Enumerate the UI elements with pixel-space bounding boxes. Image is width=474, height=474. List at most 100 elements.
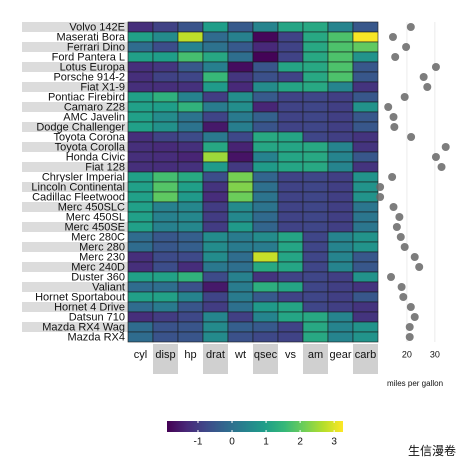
row-stripe	[22, 302, 128, 312]
heatmap-cell	[127, 61, 154, 73]
heatmap-cell	[302, 211, 329, 223]
row-label: Toyota Corona	[53, 131, 125, 143]
heatmap-cell	[227, 141, 254, 153]
heatmap-cell	[152, 71, 179, 83]
heatmap-cell	[277, 101, 304, 113]
heatmap-cell	[352, 301, 379, 313]
heatmap-cell	[252, 151, 279, 163]
heatmap-cell	[352, 201, 379, 213]
heatmap-cell	[327, 121, 354, 133]
heatmap-cell	[227, 241, 254, 253]
heatmap-cell	[252, 321, 279, 333]
heatmap-cell	[302, 41, 329, 53]
dot	[410, 313, 419, 321]
heatmap-cell	[177, 181, 204, 193]
heatmap-cell	[277, 51, 304, 63]
x-tick-label: 30	[430, 349, 440, 359]
heatmap-cell	[227, 251, 254, 263]
heatmap-cell	[152, 141, 179, 153]
heatmap-cell	[177, 231, 204, 243]
dot	[388, 173, 397, 181]
heatmap-cell	[302, 71, 329, 83]
heatmap-cell	[352, 251, 379, 263]
heatmap-cell	[202, 191, 229, 203]
heatmap-cell	[302, 241, 329, 253]
heatmap-cell	[152, 151, 179, 163]
heatmap-cell	[352, 81, 379, 93]
row-stripe	[22, 242, 128, 252]
column-label: cyl	[134, 349, 147, 361]
heatmap-cell	[277, 31, 304, 43]
heatmap-cell	[127, 21, 154, 33]
heatmap-cell	[302, 331, 329, 343]
heatmap-cell	[227, 321, 254, 333]
watermark: 生信漫卷	[408, 443, 456, 458]
heatmap-cell	[177, 121, 204, 133]
heatmap-cell	[127, 161, 154, 173]
column-stripe	[353, 344, 378, 374]
heatmap-cell	[277, 91, 304, 103]
heatmap-cell	[202, 171, 229, 183]
heatmap-cell	[202, 331, 229, 343]
heatmap-cell	[327, 211, 354, 223]
heatmap-cell	[352, 311, 379, 323]
heatmap-cell	[152, 201, 179, 213]
heatmap-cell	[327, 221, 354, 233]
heatmap-cell	[177, 91, 204, 103]
heatmap-cell	[202, 231, 229, 243]
heatmap-cell	[202, 281, 229, 293]
heatmap-cell	[127, 41, 154, 53]
heatmap-cell	[202, 261, 229, 273]
colorbar-tick-label: 3	[331, 437, 337, 448]
row-stripe	[22, 182, 128, 192]
heatmap-cell	[152, 281, 179, 293]
heatmap-cell	[302, 31, 329, 43]
dot	[431, 63, 440, 71]
heatmap-cell	[327, 251, 354, 263]
column-stripe	[203, 344, 228, 374]
heatmap-cell	[177, 51, 204, 63]
heatmap-cell	[327, 131, 354, 143]
heatmap-cell	[127, 221, 154, 233]
heatmap-cell	[327, 261, 354, 273]
heatmap-cell	[277, 241, 304, 253]
column-label: gear	[329, 349, 351, 361]
heatmap-cell	[127, 321, 154, 333]
heatmap-cell	[202, 61, 229, 73]
heatmap-cell	[227, 61, 254, 73]
heatmap-cell	[327, 291, 354, 303]
heatmap-cell	[127, 291, 154, 303]
heatmap-cell	[152, 321, 179, 333]
heatmap-cell	[352, 91, 379, 103]
heatmap-cell	[252, 241, 279, 253]
heatmap-cell	[227, 261, 254, 273]
heatmap-cell	[177, 21, 204, 33]
row-label: Lincoln Continental	[31, 181, 125, 193]
heatmap-cell	[152, 221, 179, 233]
heatmap-cell	[327, 171, 354, 183]
heatmap-cell	[177, 311, 204, 323]
heatmap-cell	[352, 31, 379, 43]
heatmap-cell	[277, 201, 304, 213]
row-label: Merc 280	[79, 241, 125, 253]
dot	[391, 53, 400, 61]
x-axis-label: miles per gallon	[387, 379, 443, 388]
heatmap-cell	[227, 311, 254, 323]
heatmap-cell	[327, 271, 354, 283]
heatmap-cell	[302, 321, 329, 333]
heatmap-cell	[152, 311, 179, 323]
row-stripe	[22, 222, 128, 232]
row-label: Lotus Europa	[60, 61, 126, 73]
heatmap-cell	[127, 81, 154, 93]
heatmap-cell	[227, 81, 254, 93]
dot	[431, 153, 440, 161]
heatmap-cell	[202, 101, 229, 113]
heatmap-cell	[152, 231, 179, 243]
heatmap-cell	[277, 151, 304, 163]
heatmap-cell	[252, 181, 279, 193]
heatmap-cell	[177, 251, 204, 263]
heatmap-cell	[302, 131, 329, 143]
heatmap-cell	[352, 141, 379, 153]
heatmap-cell	[277, 111, 304, 123]
heatmap-cell	[152, 181, 179, 193]
